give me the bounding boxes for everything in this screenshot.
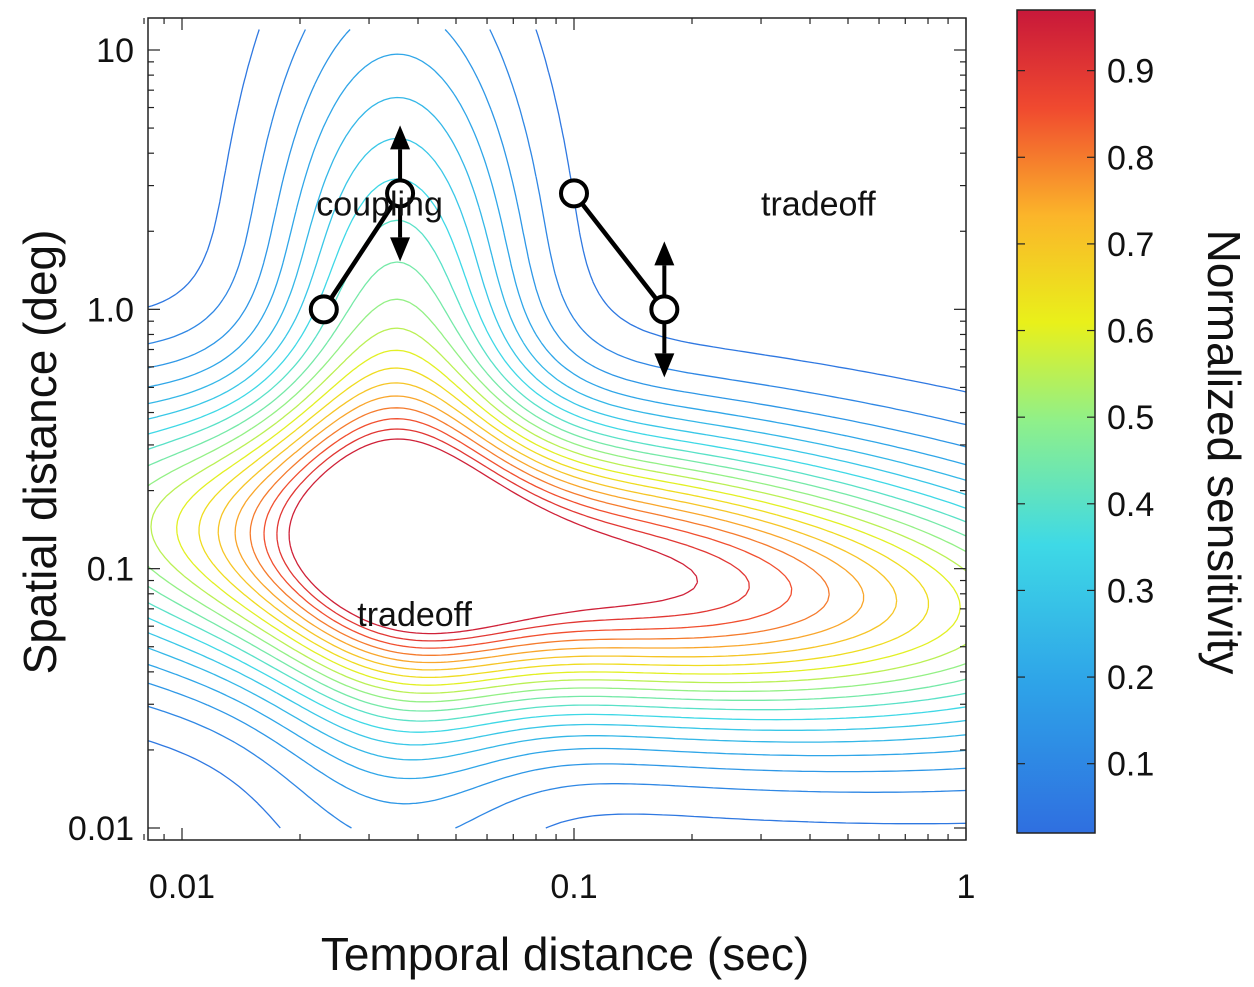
y-tick-label: 0.01 [68,810,134,848]
annotation-group: coupling tradeoff tradeoff [316,186,876,635]
contour-line-16 [249,407,830,656]
contour-line-6 [148,137,966,746]
colorbar-tick-label: 0.6 [1107,313,1154,351]
contour-line-7 [148,178,966,733]
contour-line-4 [148,53,966,780]
colorbar-tick-label: 0.8 [1107,139,1154,177]
colorbar-tick-label: 0.4 [1107,486,1154,524]
marker-point-2-2 [649,294,680,325]
y-tick-label: 0.1 [87,551,134,589]
arrow-up-2-head [654,241,675,266]
x-tick-label: 0.01 [149,868,215,906]
marker-group [308,125,680,378]
marker-point-1-2 [385,178,416,209]
contour-line-2 [148,29,966,829]
marker-link-2 [572,191,667,311]
arrow-down-1-head [390,237,411,262]
annotation-tradeoff-3: tradeoff [357,596,472,634]
arrow-down-2-head [654,353,675,378]
contour-line-18 [276,428,750,642]
marker-point-1-1 [308,294,339,325]
colorbar-tick-label: 0.1 [1107,746,1154,784]
colorbar-tick-label: 0.2 [1107,659,1154,697]
contour-line-9 [148,261,966,712]
y-axis-title: Spatial distance (deg) [14,230,66,675]
contour-line-8 [148,219,966,722]
contour-line-3 [148,29,966,805]
plot-frame [147,17,967,841]
colorbar-ticks: 0.1 0.2 0.3 0.4 0.5 0.6 0.7 0.8 0.9 [1017,53,1154,784]
x-tick-label: 1 [957,868,976,906]
contour-line-12 [176,349,961,686]
y-tick-label: 1.0 [87,291,134,329]
marker-point-2-1 [559,178,589,209]
contour-line-11 [150,327,966,694]
axis-ticks: 0.01 0.1 1 0.01 0.1 1.0 10 [68,18,976,906]
x-axis-title: Temporal distance (sec) [321,928,809,980]
contour-line-15 [234,395,865,664]
colorbar-tick-label: 0.3 [1107,572,1154,610]
contour-lines [148,29,966,829]
contour-line-5 [148,96,966,761]
y-tick-label: 10 [96,32,134,70]
colorbar-tick-label: 0.5 [1107,399,1154,437]
arrow-up-1-head [390,125,411,150]
contour-line-10 [148,298,966,703]
colorbar-title: Normalized sensitivity [1198,230,1250,675]
x-tick-label: 0.1 [550,868,597,906]
contour-line-19 [288,438,699,635]
contour-line-17 [263,418,793,649]
contour-line-13 [198,367,930,679]
contour-line-14 [217,382,898,671]
annotation-coupling-1: coupling [316,186,443,224]
marker-link-1 [321,192,402,311]
annotation-tradeoff-2: tradeoff [761,186,876,224]
colorbar-tick-label: 0.9 [1107,53,1154,91]
colorbar [1016,9,1096,834]
colorbar-tick-label: 0.7 [1107,226,1154,264]
